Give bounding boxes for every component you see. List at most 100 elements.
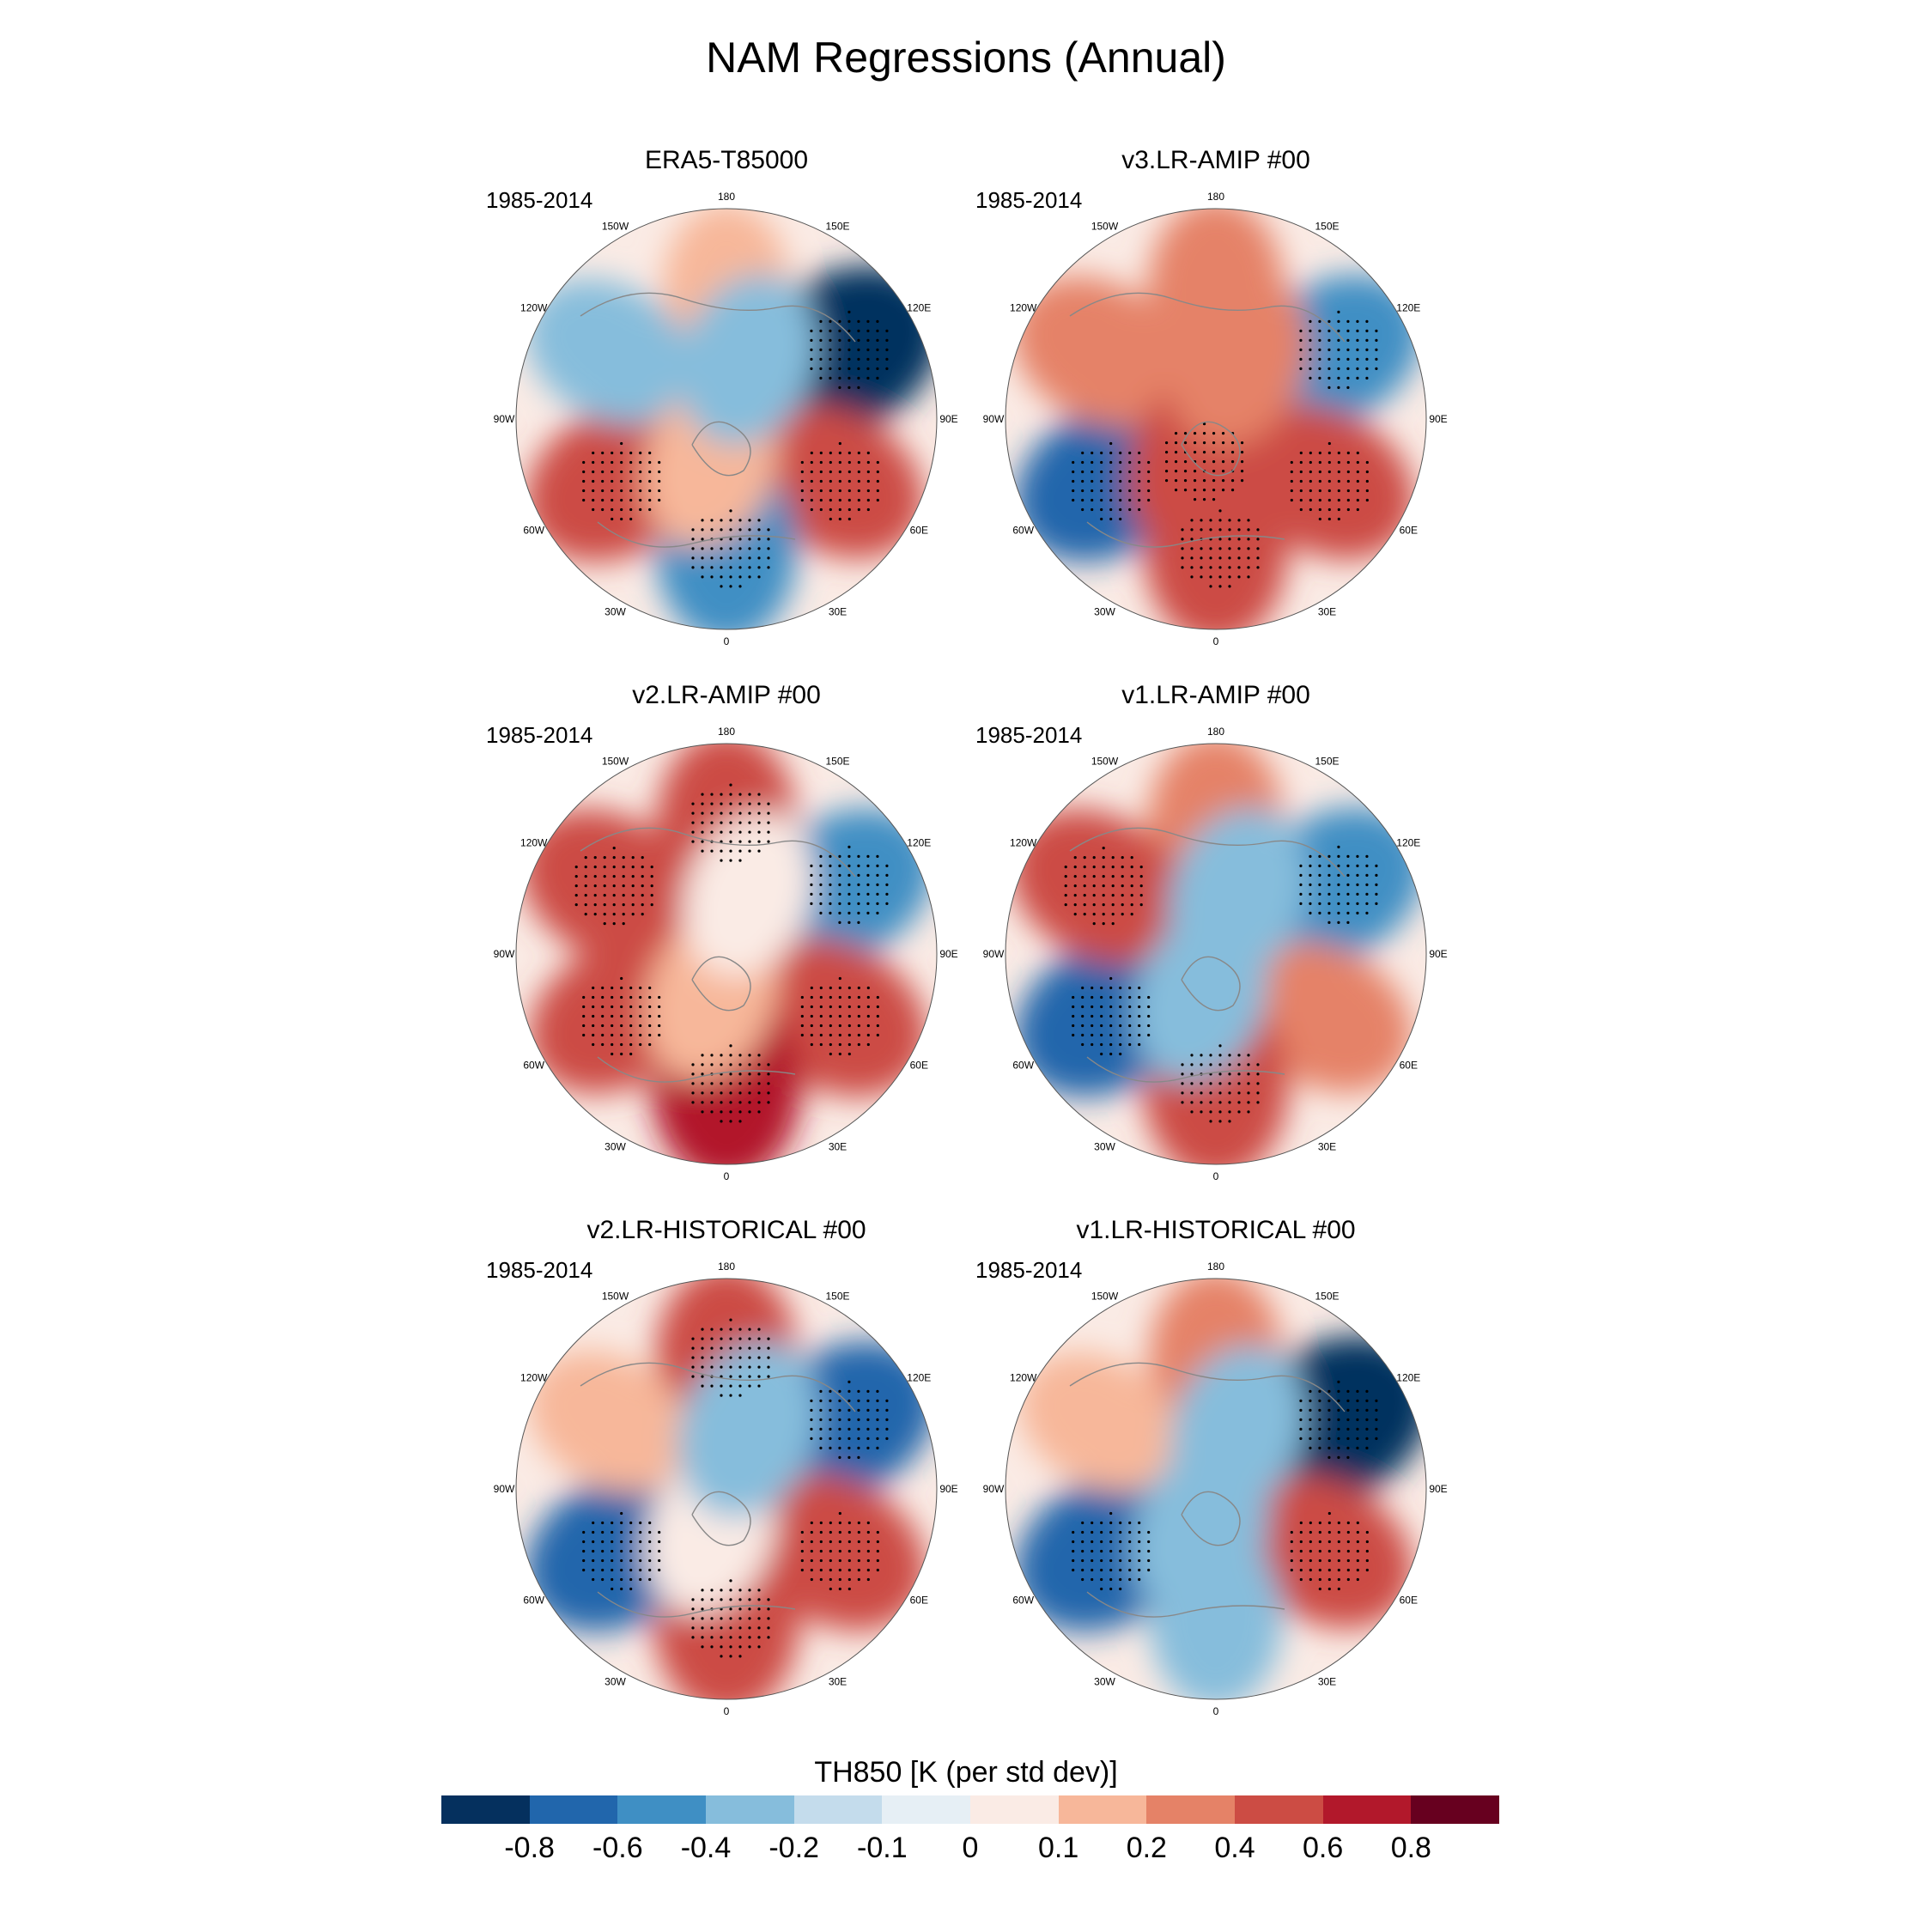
significance-stipple	[611, 498, 614, 502]
significance-stipple	[1081, 460, 1084, 465]
significance-stipple	[1138, 479, 1141, 483]
significance-stipple	[1318, 507, 1321, 512]
significance-stipple	[1365, 1399, 1369, 1402]
significance-stipple	[838, 517, 841, 521]
significance-stipple	[603, 894, 606, 897]
significance-stipple	[1318, 1530, 1321, 1534]
significance-stipple	[838, 920, 841, 924]
significance-stipple	[1119, 498, 1122, 502]
significance-stipple	[611, 1558, 614, 1563]
significance-stipple	[701, 1645, 704, 1649]
significance-stipple	[848, 1427, 851, 1431]
significance-stipple	[1365, 873, 1369, 877]
significance-stipple	[1209, 1063, 1212, 1066]
significance-stipple	[701, 793, 704, 796]
significance-stipple	[876, 1530, 879, 1534]
significance-stipple	[829, 498, 832, 502]
significance-stipple	[629, 470, 633, 474]
significance-stipple	[1365, 489, 1369, 493]
longitude-label: 0	[1213, 1705, 1219, 1717]
significance-stipple	[629, 995, 633, 999]
significance-stipple	[1228, 528, 1231, 532]
significance-stipple	[1346, 1437, 1350, 1440]
significance-stipple	[1346, 489, 1350, 493]
significance-stipple	[631, 913, 635, 916]
significance-stipple	[829, 1418, 832, 1421]
significance-stipple	[1193, 432, 1197, 435]
significance-stipple	[1247, 1063, 1250, 1066]
significance-stipple	[658, 460, 661, 465]
significance-stipple	[629, 1568, 633, 1572]
significance-stipple	[1337, 460, 1340, 465]
significance-stipple	[720, 547, 723, 550]
significance-stipple	[650, 903, 653, 907]
panel-title: ERA5-T85000	[644, 146, 809, 174]
significance-stipple	[611, 470, 614, 474]
panel-title: v3.LR-AMIP #00	[1121, 146, 1310, 174]
colorbar-tick-label: -0.1	[857, 1832, 908, 1864]
significance-stipple	[1365, 1418, 1369, 1421]
significance-stipple	[622, 922, 625, 926]
significance-stipple	[1240, 479, 1244, 483]
significance-stipple	[885, 902, 889, 905]
significance-stipple	[611, 1005, 614, 1009]
significance-stipple	[1081, 1042, 1084, 1047]
significance-stipple	[1183, 479, 1188, 483]
significance-stipple	[1240, 460, 1244, 464]
significance-stipple	[1111, 866, 1115, 869]
longitude-label: 120W	[520, 837, 548, 849]
significance-stipple	[620, 1577, 623, 1582]
significance-stipple	[1337, 310, 1340, 313]
significance-stipple	[857, 479, 860, 483]
anomaly-region	[1170, 1345, 1305, 1515]
significance-stipple	[1318, 1540, 1321, 1544]
significance-stipple	[819, 873, 823, 877]
significance-stipple	[1299, 1540, 1303, 1544]
significance-stipple	[1318, 902, 1321, 905]
significance-stipple	[1346, 1568, 1350, 1572]
significance-stipple	[620, 1024, 623, 1028]
significance-stipple	[866, 329, 870, 332]
significance-stipple	[620, 1014, 623, 1018]
significance-stipple	[757, 1356, 761, 1359]
significance-stipple	[1318, 1408, 1321, 1412]
significance-stipple	[838, 1437, 841, 1440]
significance-stipple	[857, 1014, 860, 1018]
significance-stipple	[848, 329, 851, 332]
coastline	[1069, 292, 1346, 548]
significance-stipple	[1290, 498, 1293, 502]
significance-stipple	[720, 1327, 723, 1331]
significance-stipple	[658, 489, 661, 493]
significance-stipple	[1119, 479, 1122, 483]
significance-stipple	[1318, 479, 1321, 483]
significance-stipple	[1164, 460, 1169, 464]
significance-stipple	[857, 920, 860, 924]
significance-stipple	[1121, 903, 1124, 907]
significance-stipple	[601, 479, 605, 483]
significance-stipple	[748, 1645, 751, 1649]
significance-stipple	[848, 498, 851, 502]
significance-stipple	[710, 1346, 714, 1350]
significance-stipple	[1365, 902, 1369, 905]
significance-stipple	[810, 470, 813, 474]
longitude-label: 60E	[910, 1595, 928, 1607]
significance-stipple	[1091, 1549, 1094, 1553]
significance-stipple	[1356, 507, 1359, 512]
significance-stipple	[857, 1399, 860, 1402]
significance-stipple	[729, 811, 732, 815]
significance-stipple	[1346, 376, 1350, 380]
significance-stipple	[800, 1549, 804, 1553]
significance-stipple	[1091, 1530, 1094, 1534]
significance-stipple	[876, 1024, 879, 1028]
significance-stipple	[701, 1607, 704, 1611]
significance-stipple	[848, 892, 851, 896]
significance-stipple	[738, 556, 742, 560]
significance-stipple	[620, 1042, 623, 1047]
significance-stipple	[582, 460, 586, 465]
significance-stipple	[838, 1014, 841, 1018]
significance-stipple	[738, 1120, 742, 1123]
significance-stipple	[857, 1549, 860, 1553]
significance-stipple	[829, 911, 832, 914]
significance-stipple	[1073, 875, 1077, 878]
significance-stipple	[838, 451, 841, 455]
